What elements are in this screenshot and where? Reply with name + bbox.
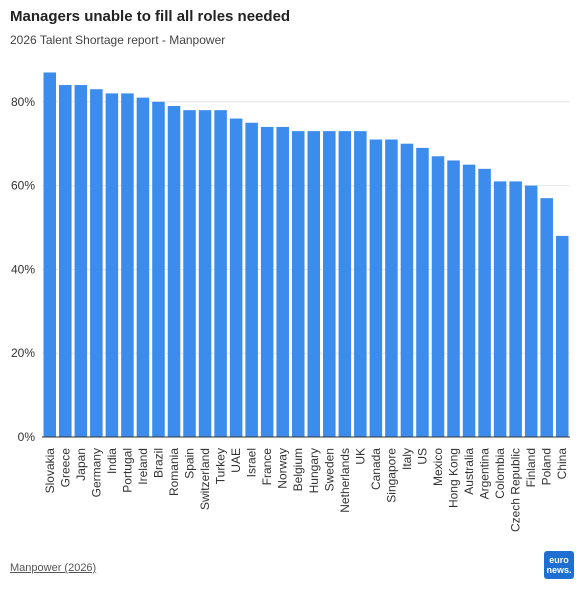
bar[interactable] xyxy=(385,139,398,437)
x-tick-label: Hungary xyxy=(307,448,321,493)
x-tick-label: Belgium xyxy=(291,448,305,491)
bar[interactable] xyxy=(369,139,383,437)
bar[interactable] xyxy=(152,101,165,438)
bar[interactable] xyxy=(167,105,181,438)
x-tick-label: Australia xyxy=(462,448,476,495)
bar[interactable] xyxy=(540,198,553,437)
bar[interactable] xyxy=(214,110,227,438)
bar[interactable] xyxy=(323,131,336,437)
x-tick-label: Italy xyxy=(400,448,414,470)
x-tick-label: Ireland xyxy=(136,448,150,485)
x-tick-label: China xyxy=(555,448,569,480)
bar[interactable] xyxy=(307,131,321,437)
bar[interactable] xyxy=(338,131,352,437)
y-tick-label: 80% xyxy=(11,95,35,109)
bar[interactable] xyxy=(431,156,445,437)
bar[interactable] xyxy=(416,147,429,437)
x-tick-label: Japan xyxy=(74,448,88,481)
bar[interactable] xyxy=(276,126,289,437)
bar[interactable] xyxy=(198,110,212,438)
x-tick-label: Mexico xyxy=(431,448,445,486)
x-tick-label: Czech Republic xyxy=(509,448,523,532)
x-tick-label: Singapore xyxy=(384,448,398,503)
bar[interactable] xyxy=(493,181,507,437)
x-tick-label: UAE xyxy=(229,448,243,473)
x-tick-label: US xyxy=(415,448,429,465)
chart-title: Managers unable to fill all roles needed xyxy=(10,8,291,25)
x-tick-label: Canada xyxy=(369,448,383,490)
bar[interactable] xyxy=(478,168,491,437)
x-tick-label: Israel xyxy=(245,448,259,477)
source-link[interactable]: Manpower (2026) xyxy=(10,562,97,574)
bar[interactable] xyxy=(74,85,88,437)
bar[interactable] xyxy=(105,93,119,438)
bar[interactable] xyxy=(400,143,414,437)
bar[interactable] xyxy=(229,118,243,437)
bar-chart: 0% 20% 40% 60% 80% Slovakia Greece Japan Germany… xyxy=(11,72,570,532)
x-tick-label: Germany xyxy=(89,448,103,497)
x-tick-label: Netherlands xyxy=(338,448,352,513)
bar[interactable] xyxy=(447,160,460,437)
bar[interactable] xyxy=(462,164,476,437)
bar[interactable] xyxy=(245,122,258,437)
bar[interactable] xyxy=(136,97,150,438)
bar[interactable] xyxy=(555,235,569,437)
bar[interactable] xyxy=(291,131,305,437)
y-tick-label: 40% xyxy=(11,262,35,276)
bar[interactable] xyxy=(121,93,134,438)
x-tick-label: Portugal xyxy=(120,448,134,493)
x-tick-label: Switzerland xyxy=(198,448,212,510)
x-tick-label: Spain xyxy=(183,448,197,479)
bar[interactable] xyxy=(509,181,522,437)
x-tick-label: Poland xyxy=(540,448,554,485)
y-tick-label: 20% xyxy=(11,346,35,360)
logo-text-line2: news. xyxy=(546,565,572,575)
logo-text-line1: euro xyxy=(549,555,569,565)
x-tick-label: Slovakia xyxy=(43,448,57,494)
x-tick-label: Romania xyxy=(167,448,181,496)
chart-subtitle: 2026 Talent Shortage report - Manpower xyxy=(10,33,226,47)
bar[interactable] xyxy=(183,110,196,438)
euronews-logo: euro news. xyxy=(544,551,574,579)
x-tick-label: Turkey xyxy=(214,448,228,484)
x-tick-label: Finland xyxy=(524,448,538,487)
bar[interactable] xyxy=(354,131,367,437)
bar[interactable] xyxy=(90,89,103,437)
x-tick-label: UK xyxy=(353,448,367,465)
bar[interactable] xyxy=(260,126,274,437)
x-tick-label: Hong Kong xyxy=(447,448,461,508)
x-tick-label: Greece xyxy=(58,448,72,488)
y-tick-label: 0% xyxy=(18,430,36,444)
x-tick-label: India xyxy=(105,448,119,474)
y-tick-label: 60% xyxy=(11,179,35,193)
x-tick-label: Norway xyxy=(276,448,290,489)
x-tick-label: Sweden xyxy=(322,448,336,491)
x-tick-label: Colombia xyxy=(493,448,507,499)
bar[interactable] xyxy=(524,185,538,437)
x-tick-label: Argentina xyxy=(478,448,492,500)
x-tick-label: Brazil xyxy=(151,448,165,478)
bar[interactable] xyxy=(59,85,72,437)
x-tick-label: France xyxy=(260,448,274,486)
bar[interactable] xyxy=(43,72,57,437)
